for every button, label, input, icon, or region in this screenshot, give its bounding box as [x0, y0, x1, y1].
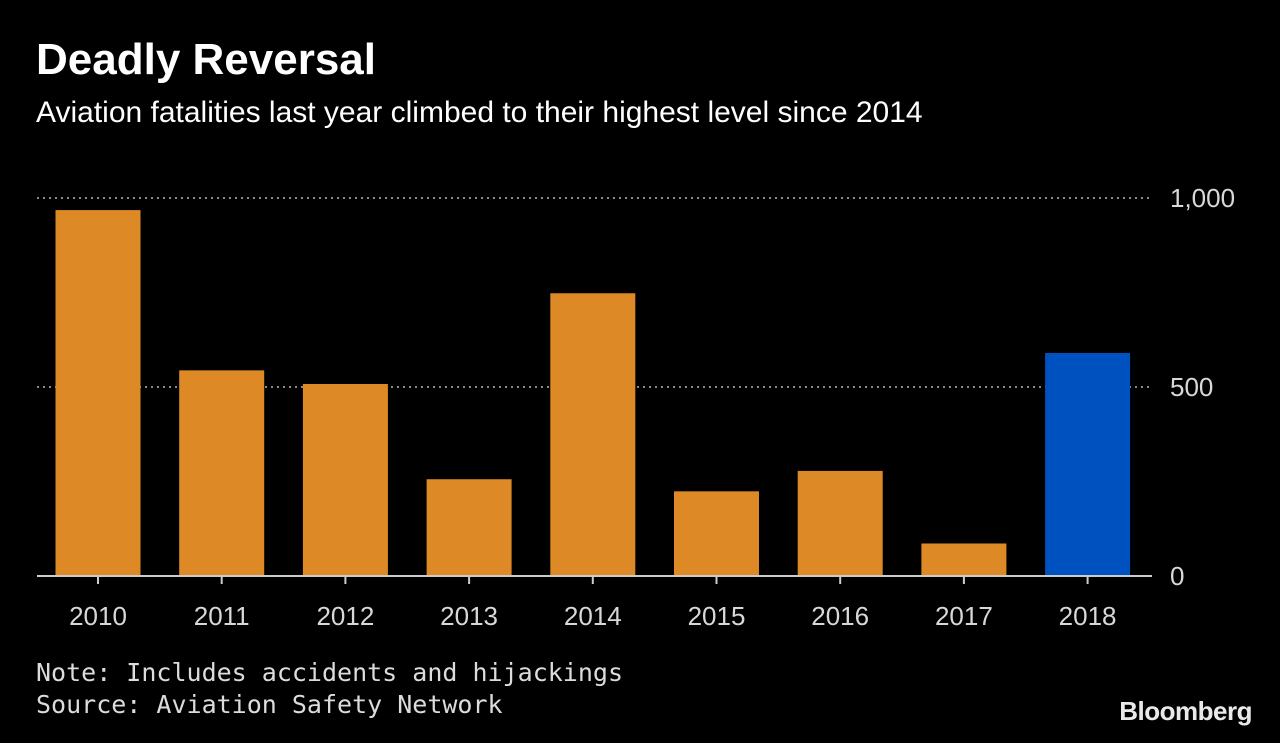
bar-2017: [921, 543, 1007, 576]
chart-source: Source: Aviation Safety Network: [36, 690, 503, 719]
bar-2015: [674, 491, 759, 576]
x-tick-label: 2013: [440, 601, 498, 631]
x-tick-label: 2015: [688, 601, 746, 631]
bar-2014: [550, 293, 636, 576]
bar-2012: [302, 383, 388, 576]
bar-2013: [426, 479, 512, 576]
axes: 0 500 1,000 2010 2011 2012 2013 2014 2015 2016 201…: [37, 183, 1235, 631]
y-tick-label: 0: [1170, 561, 1184, 591]
chart-subtitle: Aviation fatalities last year climbed to…: [36, 96, 923, 129]
x-tick-label: 2016: [811, 601, 869, 631]
y-tick-label: 1,000: [1170, 183, 1235, 213]
y-tick-label: 500: [1170, 372, 1213, 402]
x-tick-label: 2012: [316, 601, 374, 631]
x-tick-label: 2014: [564, 601, 622, 631]
bar-2011: [179, 370, 265, 576]
x-tick-label: 2017: [935, 601, 993, 631]
x-tick-label: 2011: [194, 601, 250, 631]
bar-2018: [1045, 352, 1131, 576]
x-tick-label: 2018: [1059, 601, 1117, 631]
x-tick-label: 2010: [69, 601, 127, 631]
bars: [55, 210, 1131, 576]
bar-2010: [55, 210, 141, 576]
chart-note: Note: Includes accidents and hijackings: [36, 658, 623, 687]
chart-title: Deadly Reversal: [36, 35, 376, 84]
bar-2016: [797, 470, 883, 576]
bloomberg-logo: Bloomberg: [1119, 696, 1252, 726]
